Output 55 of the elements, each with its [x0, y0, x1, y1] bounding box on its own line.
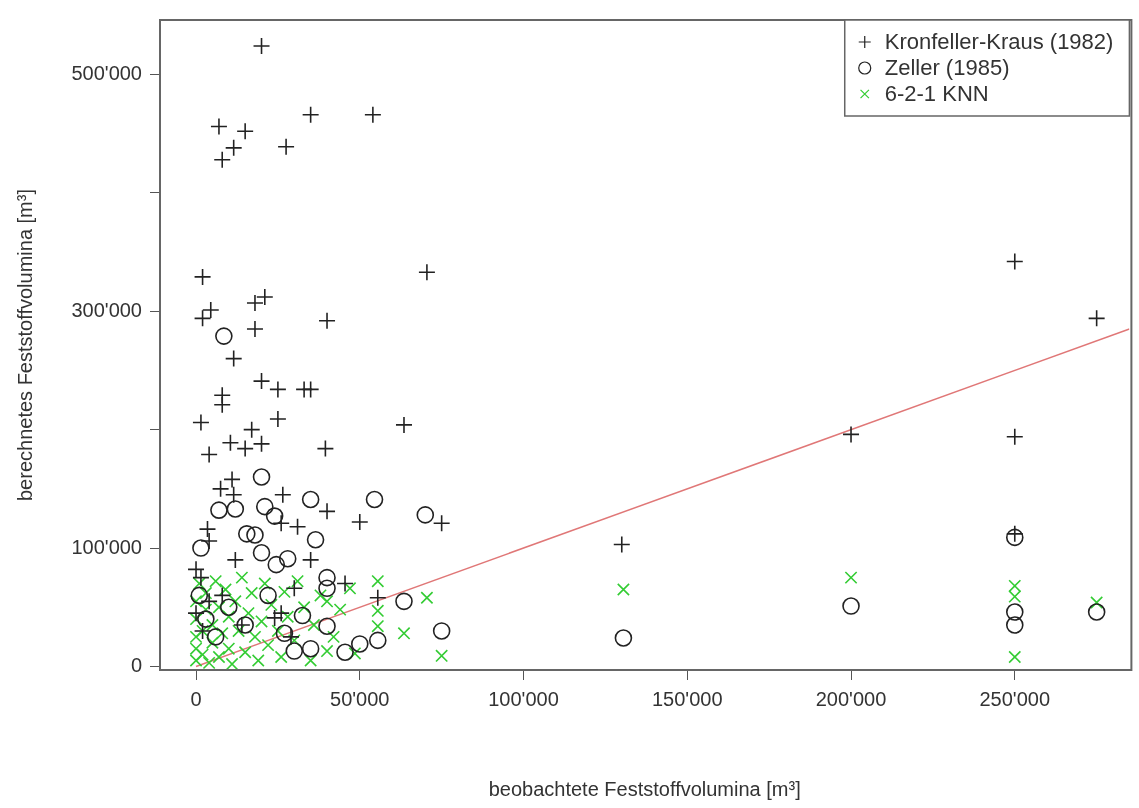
point: [368, 631, 387, 650]
point: [1005, 603, 1024, 621]
point: [215, 327, 233, 345]
x-tick-label: 100'000: [488, 687, 559, 710]
x-axis-title: beobachtete Feststoffvolumina [m³]: [488, 777, 801, 800]
y-tick-label: 100'000: [71, 535, 142, 558]
point: [293, 606, 312, 625]
point: [210, 501, 228, 519]
point: [275, 624, 294, 643]
point: [350, 635, 369, 653]
y-tick-label: 500'000: [71, 61, 142, 84]
y-tick-label: 0: [130, 653, 142, 676]
y-tick-label: 300'000: [71, 298, 142, 321]
legend-label: 6-2-1 KNN: [884, 81, 989, 107]
point: [259, 586, 277, 605]
point: [246, 526, 264, 544]
point: [306, 530, 325, 549]
point: [226, 500, 245, 518]
point: [252, 468, 271, 486]
point: [1087, 603, 1106, 621]
point: [206, 628, 225, 646]
point: [252, 543, 271, 562]
point: [285, 642, 304, 660]
point: [318, 579, 336, 598]
point: [267, 555, 286, 574]
point: [301, 490, 320, 509]
legend-label: Zeller (1985): [884, 55, 1010, 81]
point: [416, 506, 435, 524]
point: [395, 592, 413, 611]
point: [842, 597, 860, 615]
point: [614, 629, 633, 647]
point: [237, 525, 256, 543]
legend-label: Kronfeller-Kraus (1982): [884, 29, 1114, 55]
point: [278, 549, 297, 568]
point: [1005, 616, 1024, 634]
point: [336, 643, 354, 662]
point: [365, 490, 384, 509]
y-axis-title: berechnetes Feststoffvolumina [m³]: [13, 189, 36, 501]
point: [190, 586, 209, 605]
x-tick-label: 150'000: [651, 687, 723, 710]
point: [265, 507, 284, 525]
point: [318, 617, 336, 635]
point: [219, 598, 238, 617]
point: [192, 539, 210, 557]
x-tick-label: 0: [190, 687, 202, 710]
point: [1005, 528, 1024, 547]
point: [197, 610, 215, 628]
point: [256, 497, 274, 516]
x-tick-label: 200'000: [815, 687, 887, 710]
point: [318, 568, 336, 587]
x-tick-label: 50'000: [330, 687, 390, 710]
x-tick-label: 250'000: [979, 687, 1051, 710]
point: [301, 639, 320, 658]
point: [432, 622, 451, 640]
point: [236, 616, 254, 634]
